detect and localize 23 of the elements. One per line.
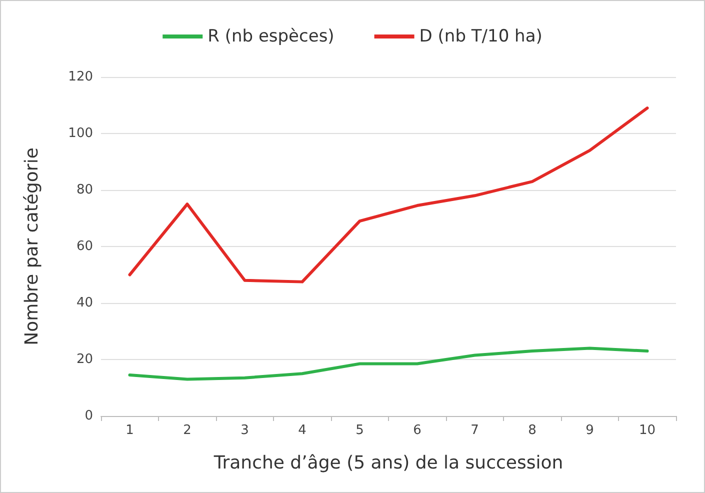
x-tick-label: 8 <box>528 423 536 438</box>
y-tick-label: 20 <box>76 352 93 367</box>
x-tick-label: 2 <box>183 423 192 438</box>
legend-label: D (nb T/10 ha) <box>419 26 542 46</box>
x-tick-label: 9 <box>586 423 594 438</box>
x-tick-label: 4 <box>298 423 306 438</box>
y-tick-label: 100 <box>68 126 93 141</box>
x-tick-label: 10 <box>638 423 656 438</box>
line-series <box>128 346 649 381</box>
y-tick-label: 40 <box>76 296 93 310</box>
line-series <box>128 106 649 284</box>
y-tick-label: 60 <box>76 239 93 254</box>
x-tick-label: 1 <box>126 423 134 438</box>
y-tick-label: 120 <box>68 70 93 84</box>
x-axis-title: Tranche d’âge (5 ans) de la succession <box>212 452 564 474</box>
x-tick-label: 5 <box>356 423 364 438</box>
y-tick-label: 0 <box>84 408 93 424</box>
y-tick-label: 80 <box>76 182 93 198</box>
y-axis-title: Nombre par catégorie <box>22 148 42 346</box>
x-tick-label: 6 <box>413 423 422 438</box>
legend-label: R (nb espèces) <box>208 26 334 46</box>
x-tick-label: 3 <box>240 423 249 438</box>
x-tick-label: 7 <box>470 423 479 438</box>
